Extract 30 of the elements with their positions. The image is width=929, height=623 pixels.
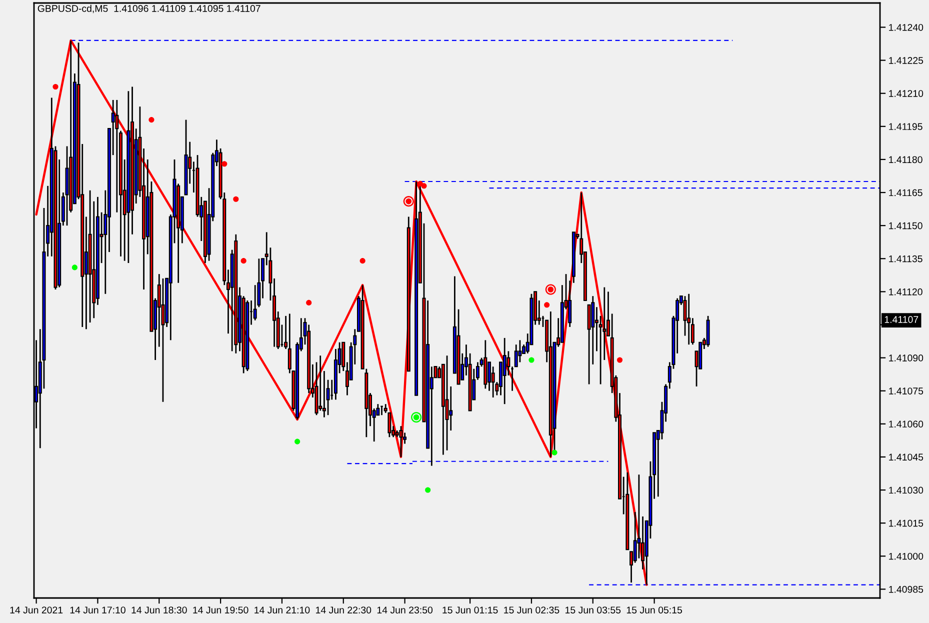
y-tick-label: 1.41195: [889, 123, 922, 130]
y-tick-label: 1.41180: [889, 156, 922, 164]
x-tick-label: 14 Jun 2021: [10, 606, 63, 614]
y-tick-label: 1.41210: [889, 90, 924, 97]
y-tick-label: 1.41060: [889, 420, 924, 428]
y-tick-label: 1.41240: [889, 24, 924, 31]
y-tick-label: 1.41045: [889, 454, 924, 461]
x-tick-label: 15 Jun 03:55: [566, 606, 621, 614]
y-tick-label: 1.41075: [889, 388, 924, 394]
y-tick-label: 1.41000: [889, 552, 924, 560]
x-tick-label: 14 Jun 19:50: [193, 606, 248, 614]
y-tick-label: 1.41120: [889, 288, 922, 296]
x-tick-label: 14 Jun 21:10: [254, 606, 310, 614]
x-tick-label: 15 Jun 01:15: [442, 606, 498, 614]
y-tick-label: 1.41090: [889, 354, 924, 362]
x-tick-label: 14 Jun 18:30: [132, 606, 187, 614]
x-tick-label: 14 Jun 17:10: [70, 606, 126, 614]
y-tick-label: 1.41135: [889, 255, 922, 262]
y-tick-label: 1.41150: [889, 222, 922, 230]
x-tick-label: 15 Jun 02:35: [504, 606, 560, 614]
y-tick-label: 1.41225: [889, 57, 924, 64]
x-tick-label: 14 Jun 23:50: [377, 606, 433, 614]
x-tick-label: 15 Jun 05:15: [626, 606, 682, 614]
text: 1.41107: [884, 316, 918, 323]
x-tick-label: 14 Jun 22:30: [316, 606, 372, 614]
y-tick-label: 1.41165: [889, 189, 922, 196]
y-tick-label: 1.41030: [889, 486, 924, 494]
y-tick-label: 1.40985: [889, 586, 924, 593]
chart-title: GBPUSD-cd,M5 1.41096 1.41109 1.41095 1.41107: [38, 4, 260, 14]
y-tick-label: 1.41015: [889, 520, 924, 527]
